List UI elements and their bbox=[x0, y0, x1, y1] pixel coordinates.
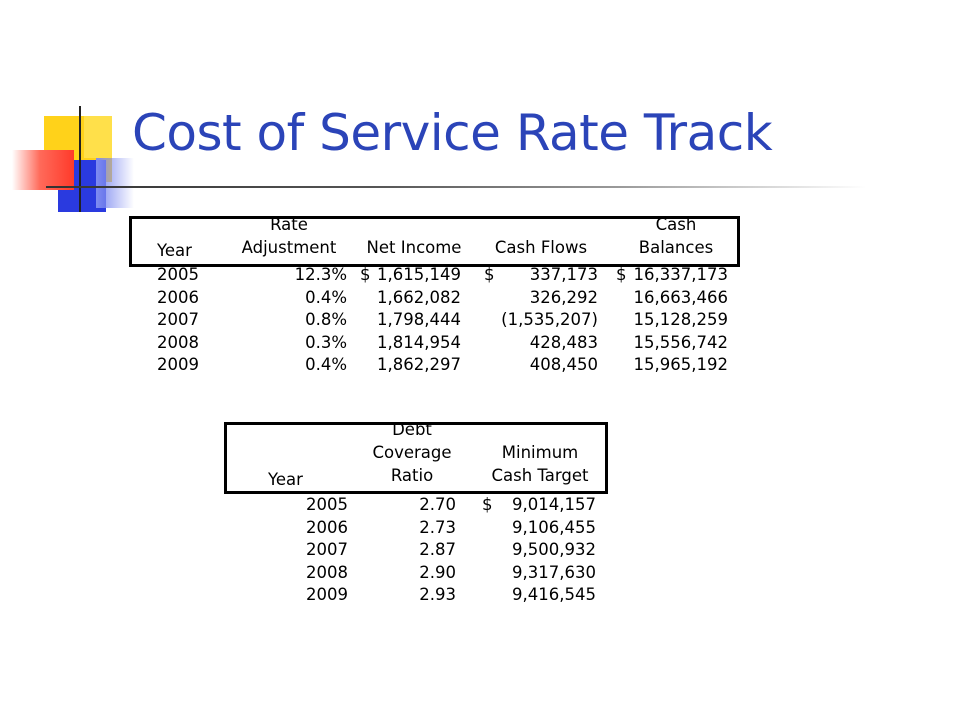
table1-cell-cb: 15,556,742 bbox=[633, 332, 728, 352]
table2-cell-year: 2007 bbox=[306, 540, 348, 559]
table1-cell-cf-sym: $ bbox=[484, 265, 495, 284]
table1-cell-cf: 326,292 bbox=[529, 287, 598, 307]
title-underline bbox=[46, 186, 866, 188]
table1-cell-year: 2008 bbox=[157, 332, 199, 352]
table2-cell-target: 9,500,932 bbox=[512, 540, 596, 559]
table1-cell-rate: 0.4% bbox=[305, 355, 347, 374]
decor-vertical-line bbox=[79, 106, 81, 212]
table1-cell-rate: 0.4% bbox=[305, 287, 347, 307]
table1-header-rate-top: Rate bbox=[270, 215, 308, 234]
decor-yellow-square-light bbox=[84, 116, 112, 158]
table1-cell-cf: 337,173 bbox=[529, 265, 598, 284]
table1-cell-ni: 1,615,149 bbox=[377, 265, 461, 284]
table2-cell-target: 9,014,157 bbox=[512, 495, 596, 514]
table2-cell-target: 9,317,630 bbox=[512, 562, 596, 582]
table1-cell-ni: 1,862,297 bbox=[377, 355, 461, 374]
table2-cell-ratio: 2.87 bbox=[419, 540, 456, 559]
table1-cell-rate: 0.3% bbox=[305, 332, 347, 352]
table2-cell-year: 2006 bbox=[306, 517, 348, 537]
table1-cell-year: 2007 bbox=[157, 310, 199, 329]
table1-cell-cb: 15,128,259 bbox=[633, 310, 728, 329]
table1-cell-ni: 1,662,082 bbox=[377, 287, 461, 307]
table2-header-dcr-1: Debt bbox=[392, 420, 432, 439]
table1-cell-ni: 1,798,444 bbox=[377, 310, 461, 329]
table1-header-cash-flows: Cash Flows bbox=[494, 238, 588, 257]
table2-cell-target: 9,106,455 bbox=[512, 517, 596, 537]
table2-cell-year: 2008 bbox=[306, 562, 348, 582]
table1-cell-cb: 16,337,173 bbox=[633, 265, 728, 284]
table1-cell-rate: 0.8% bbox=[305, 310, 347, 329]
table2-header-dcr-2: Coverage bbox=[372, 443, 452, 462]
table1-cell-cf: (1,535,207) bbox=[501, 310, 598, 329]
table1-header-cash-top: Cash bbox=[655, 215, 697, 234]
table2-header-year: Year bbox=[268, 470, 303, 489]
table2-cell-ratio: 2.73 bbox=[419, 517, 456, 537]
table1-header-rate-bottom: Adjustment bbox=[241, 238, 337, 257]
table1-cell-ni-sym: $ bbox=[360, 265, 371, 284]
decor-red-bar bbox=[12, 150, 74, 190]
table1-cell-cf: 428,483 bbox=[529, 332, 598, 352]
table2-header-dcr-3: Ratio bbox=[390, 466, 434, 485]
table2-header-mct-1: Minimum bbox=[501, 443, 579, 462]
table2-header-box bbox=[224, 422, 608, 494]
table1-cell-cf: 408,450 bbox=[529, 355, 598, 374]
decor-blue-fade bbox=[96, 158, 134, 208]
table1-cell-year: 2009 bbox=[157, 355, 199, 374]
table1-header-cash-bottom: Balances bbox=[638, 238, 714, 257]
table2-cell-year: 2005 bbox=[306, 495, 348, 514]
table2-cell-ratio: 2.93 bbox=[419, 585, 456, 604]
table2-cell-sym: $ bbox=[482, 495, 493, 514]
table1-cell-cb: 16,663,466 bbox=[633, 287, 728, 307]
table1-header-box bbox=[129, 216, 740, 267]
table1-header-net-income: Net Income bbox=[366, 238, 462, 257]
table1-cell-cb: 15,965,192 bbox=[633, 355, 728, 374]
table1-header-year: Year bbox=[157, 241, 192, 260]
slide-title: Cost of Service Rate Track bbox=[132, 104, 773, 162]
table2-header-mct-2: Cash Target bbox=[491, 466, 589, 485]
table1-cell-rate: 12.3% bbox=[294, 265, 347, 284]
table2-cell-year: 2009 bbox=[306, 585, 348, 604]
table2-cell-target: 9,416,545 bbox=[512, 585, 596, 604]
table2-cell-ratio: 2.70 bbox=[419, 495, 456, 514]
table1-cell-year: 2005 bbox=[157, 265, 199, 284]
table2-cell-ratio: 2.90 bbox=[419, 562, 456, 582]
table1-cell-year: 2006 bbox=[157, 287, 199, 307]
table1-cell-cb-sym: $ bbox=[616, 265, 627, 284]
table1-cell-ni: 1,814,954 bbox=[377, 332, 461, 352]
